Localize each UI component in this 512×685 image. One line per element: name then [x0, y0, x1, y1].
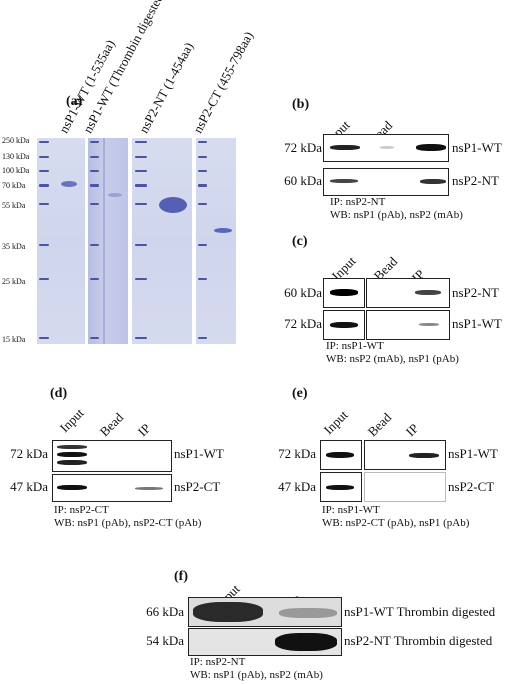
panel-a-label: (a) [66, 94, 83, 109]
panel-c-blot-1a [323, 278, 365, 308]
marker-35: 35 kDa [2, 242, 26, 251]
panel-d-caption-wb: WB: nsP1 (pAb), nsP2-CT (pAb) [54, 517, 202, 529]
panel-c-blot-1b [366, 278, 450, 308]
panel-e-blot-2b [364, 472, 446, 502]
panel-f-mw-2: 54 kDa [146, 633, 184, 648]
panel-e-caption-wb: WB: nsP2-CT (pAb), nsP1 (pAb) [322, 517, 470, 529]
panel-f-blot-1 [188, 597, 342, 627]
panel-d-lane-input: Input [56, 405, 87, 436]
panel-b-blot-1 [323, 134, 449, 162]
panel-e-label: (e) [292, 386, 308, 401]
panel-e-protein-2: nsP2-CT [448, 479, 495, 494]
panel-d-blot-2 [52, 474, 172, 502]
panel-c-mw-2: 72 kDa [284, 316, 322, 331]
gel-lane-header-4: nsP2-CT (455-798aa) [189, 28, 257, 136]
gel-lane-header-3: nsP2-NT (1-454aa) [135, 39, 197, 136]
marker-15: 15 kDa [2, 335, 26, 344]
marker-250: 250 kDa [2, 136, 30, 145]
panel-b-protein-2: nsP2-NT [452, 173, 499, 188]
panel-c-protein-1: nsP2-NT [452, 285, 499, 300]
panel-d-lane-bead: Bead [96, 409, 127, 440]
panel-d-protein-2: nsP2-CT [174, 479, 221, 494]
marker-100: 100 kDa [2, 166, 30, 175]
panel-d-mw-2: 47 kDa [10, 479, 48, 494]
panel-d-caption-ip: IP: nsP2-CT [54, 504, 109, 516]
panel-c-caption-ip: IP: nsP1-WT [326, 340, 384, 352]
panel-e-mw-2: 47 kDa [278, 479, 316, 494]
gel-image-1 [37, 138, 85, 344]
marker-70: 70 kDa [2, 181, 26, 190]
panel-e-blot-2a [320, 472, 362, 502]
gel-image-2 [88, 138, 128, 344]
panel-c-mw-1: 60 kDa [284, 285, 322, 300]
panel-d-mw-1: 72 kDa [10, 446, 48, 461]
panel-d-label: (d) [50, 386, 68, 401]
panel-f-mw-1: 66 kDa [146, 604, 184, 619]
panel-b-mw-1: 72 kDa [284, 140, 322, 155]
panel-f-blot-2 [188, 628, 342, 656]
panel-e-blot-1b [364, 440, 446, 470]
panel-b-caption-ip: IP: nsP2-NT [330, 196, 386, 208]
panel-f-label: (f) [174, 569, 188, 584]
marker-55: 55 kDa [2, 201, 26, 210]
panel-e-blot-1a [320, 440, 362, 470]
panel-e-mw-1: 72 kDa [278, 446, 316, 461]
panel-f-caption-ip: IP: nsP2-NT [190, 656, 246, 668]
panel-f-caption-wb: WB: nsP1 (pAb), nsP2 (mAb) [190, 669, 323, 681]
panel-d-blot-1 [52, 440, 172, 472]
panel-e-lane-ip: IP [402, 420, 422, 440]
panel-e-caption-ip: IP: nsP1-WT [322, 504, 380, 516]
panel-c-label: (c) [292, 234, 308, 249]
panel-f-protein-1: nsP1-WT Thrombin digested [344, 604, 496, 619]
panel-d-lane-ip: IP [134, 420, 154, 440]
panel-b-label: (b) [292, 97, 310, 112]
panel-f-protein-2: nsP2-NT Thrombin digested [344, 633, 493, 648]
panel-b-caption-wb: WB: nsP1 (pAb), nsP2 (mAb) [330, 209, 463, 221]
gel-image-4 [196, 138, 236, 344]
panel-e-lane-bead: Bead [364, 409, 395, 440]
marker-130: 130 kDa [2, 152, 30, 161]
panel-c-blot-2b [366, 310, 450, 340]
panel-e-lane-input: Input [320, 407, 351, 438]
panel-b-protein-1: nsP1-WT [452, 140, 502, 155]
gel-image-3 [132, 138, 192, 344]
marker-25: 25 kDa [2, 277, 26, 286]
panel-b-mw-2: 60 kDa [284, 173, 322, 188]
panel-d-protein-1: nsP1-WT [174, 446, 224, 461]
panel-c-caption-wb: WB: nsP2 (mAb), nsP1 (pAb) [326, 353, 459, 365]
panel-c-protein-2: nsP1-WT [452, 316, 502, 331]
panel-c-blot-2a [323, 310, 365, 340]
panel-e-protein-1: nsP1-WT [448, 446, 498, 461]
panel-b-blot-2 [323, 168, 449, 196]
